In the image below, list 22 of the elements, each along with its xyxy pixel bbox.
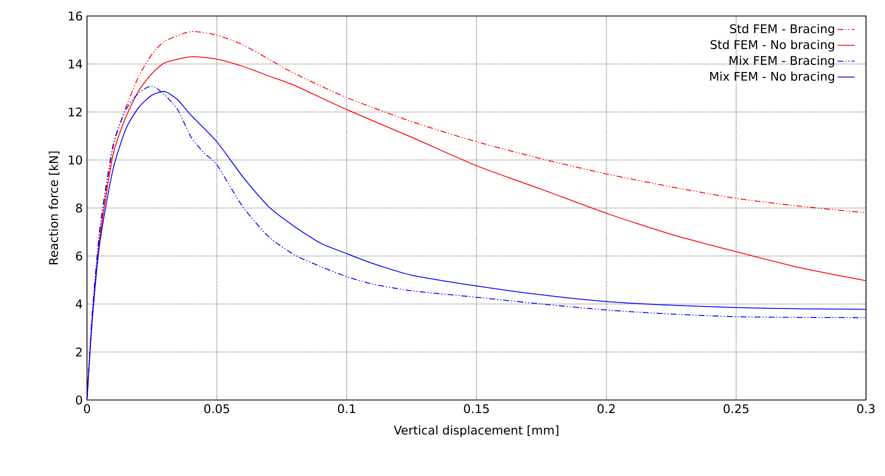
y-tick-label: 16	[68, 11, 82, 21]
x-tick-label: 0	[84, 404, 90, 414]
x-tick-label: 0.2	[598, 404, 615, 414]
y-tick-label: 2	[76, 348, 82, 356]
legend-label: Std FEM - No bracing	[710, 40, 834, 52]
x-axis-title: Vertical displacement [mm]	[394, 425, 558, 437]
y-axis-title: Reaction force [kN]	[48, 152, 60, 264]
y-tick-label: 6	[76, 251, 82, 261]
x-tick-label: 0.1	[338, 404, 356, 414]
y-tick-label: 12	[68, 108, 82, 116]
y-tick-label: 0	[76, 395, 82, 405]
x-tick-label: 0.3	[857, 404, 875, 414]
x-tick-label: 0.05	[204, 404, 230, 414]
y-tick-label: 8	[76, 203, 82, 213]
x-tick-label: 0.25	[724, 404, 748, 414]
y-tick-label: 10	[68, 155, 82, 165]
legend-label: Mix FEM - No bracing	[710, 72, 834, 84]
y-tick-label: 14	[68, 60, 82, 68]
legend-label: Std FEM - Bracing	[730, 24, 834, 36]
y-tick-label: 4	[76, 300, 82, 308]
legend-label: Mix FEM - Bracing	[730, 56, 834, 68]
x-tick-label: 0.15	[464, 404, 489, 414]
